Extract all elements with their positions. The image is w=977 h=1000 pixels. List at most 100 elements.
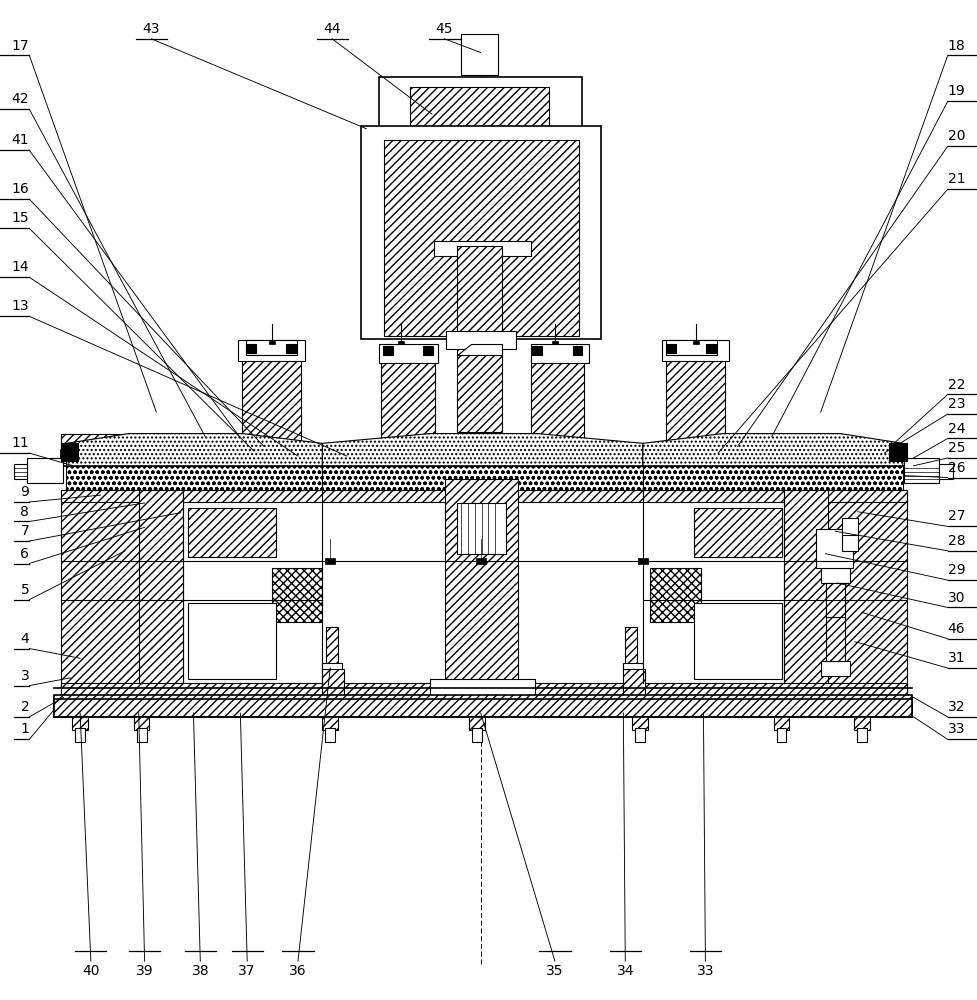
Bar: [61, 490, 907, 502]
Polygon shape: [322, 466, 643, 490]
Text: 37: 37: [238, 964, 256, 978]
Bar: [476, 558, 486, 564]
Text: 16: 16: [12, 182, 29, 196]
Text: 39: 39: [136, 964, 153, 978]
Text: 33: 33: [948, 722, 965, 736]
Text: 6: 6: [21, 547, 29, 561]
Bar: [904, 458, 939, 483]
Bar: [666, 340, 717, 355]
Polygon shape: [66, 434, 322, 466]
Text: 40: 40: [82, 964, 100, 978]
Bar: [398, 341, 404, 344]
Bar: [434, 241, 531, 256]
Text: 1: 1: [21, 722, 29, 736]
Bar: [361, 126, 601, 339]
Bar: [384, 140, 579, 336]
Bar: [381, 355, 435, 443]
Bar: [472, 728, 482, 742]
Text: 2: 2: [21, 700, 29, 714]
Bar: [623, 663, 643, 671]
Polygon shape: [457, 344, 502, 355]
Bar: [623, 669, 645, 700]
Bar: [14, 464, 27, 479]
Bar: [72, 716, 88, 730]
Text: 44: 44: [323, 22, 341, 36]
Bar: [246, 340, 297, 355]
Text: 21: 21: [948, 172, 965, 186]
Bar: [635, 728, 645, 742]
Text: 15: 15: [12, 211, 29, 225]
Text: 7: 7: [21, 524, 29, 538]
Bar: [27, 458, 63, 483]
Polygon shape: [643, 434, 903, 466]
Bar: [445, 479, 518, 700]
Text: 22: 22: [948, 378, 965, 392]
Bar: [54, 695, 912, 717]
Text: 33: 33: [697, 964, 714, 978]
Bar: [777, 728, 786, 742]
Text: 41: 41: [12, 133, 29, 147]
Bar: [889, 443, 907, 461]
Text: 20: 20: [948, 129, 965, 143]
Text: 19: 19: [948, 84, 965, 98]
Bar: [816, 529, 853, 568]
Text: 43: 43: [143, 22, 160, 36]
Text: 28: 28: [948, 534, 965, 548]
Bar: [694, 508, 782, 557]
Bar: [638, 558, 648, 564]
Text: 24: 24: [948, 422, 965, 436]
Polygon shape: [322, 434, 643, 466]
Bar: [573, 346, 582, 355]
Bar: [854, 716, 870, 730]
Text: 30: 30: [948, 591, 965, 605]
Bar: [821, 568, 850, 583]
Bar: [666, 344, 676, 353]
Bar: [379, 344, 438, 363]
Bar: [61, 683, 907, 700]
Text: 32: 32: [948, 700, 965, 714]
Bar: [61, 434, 222, 453]
Bar: [137, 728, 147, 742]
Bar: [134, 716, 149, 730]
Bar: [326, 627, 338, 666]
Bar: [706, 344, 716, 353]
Text: 4: 4: [21, 632, 29, 646]
Bar: [469, 716, 485, 730]
Text: 36: 36: [289, 964, 307, 978]
Bar: [693, 341, 699, 344]
Polygon shape: [66, 466, 322, 490]
Bar: [61, 443, 78, 461]
Text: 17: 17: [12, 39, 29, 53]
Bar: [242, 353, 301, 443]
Bar: [325, 558, 335, 564]
Bar: [457, 503, 506, 554]
Text: 9: 9: [21, 485, 29, 499]
Text: 26: 26: [948, 461, 965, 475]
Bar: [61, 451, 222, 463]
Bar: [774, 716, 789, 730]
Bar: [272, 568, 322, 622]
Bar: [379, 77, 582, 251]
Bar: [61, 490, 139, 700]
Bar: [322, 669, 344, 700]
Text: 11: 11: [12, 436, 29, 450]
Bar: [269, 341, 275, 344]
Text: 46: 46: [948, 622, 965, 636]
Text: 14: 14: [12, 260, 29, 274]
Bar: [531, 344, 589, 363]
Text: 31: 31: [948, 651, 965, 665]
Bar: [188, 603, 276, 679]
Bar: [139, 490, 183, 700]
Text: 5: 5: [21, 583, 29, 597]
Text: 23: 23: [948, 397, 965, 411]
Bar: [842, 518, 858, 537]
Bar: [188, 508, 276, 557]
Bar: [531, 355, 584, 443]
Bar: [828, 490, 907, 700]
Bar: [75, 728, 85, 742]
Bar: [625, 627, 637, 666]
Polygon shape: [643, 466, 903, 490]
Text: 25: 25: [948, 441, 965, 455]
Bar: [54, 699, 912, 717]
Bar: [939, 464, 953, 479]
